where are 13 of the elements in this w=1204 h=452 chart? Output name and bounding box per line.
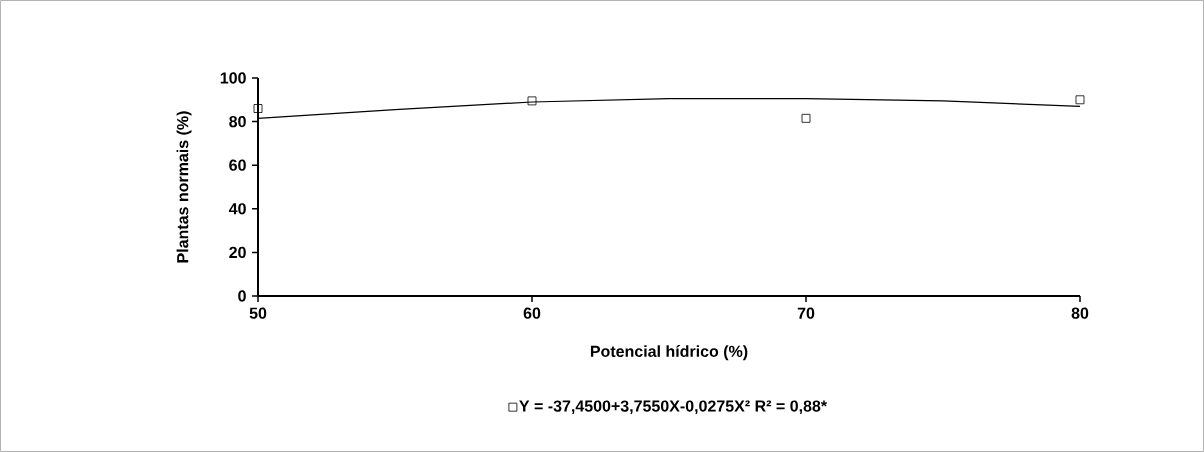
x-axis-title: Potencial hídrico (%): [590, 345, 748, 361]
y-tick-label: 0: [238, 290, 246, 302]
legend-label: Y = -37,4500+3,7550X-0,0275X² R² = 0,88*: [519, 400, 828, 415]
y-tick-label: 40: [228, 203, 246, 215]
x-tick-label: 80: [1071, 307, 1089, 319]
x-tick-label: 60: [523, 307, 541, 319]
y-tick-label: 20: [229, 246, 246, 259]
y-axis-title: Plantas normais (%): [176, 111, 192, 263]
x-tick-label: 50: [249, 307, 267, 319]
y-tick-label: 60: [229, 159, 246, 171]
x-tick-label: 70: [797, 307, 815, 319]
y-tick-label: 100: [220, 72, 246, 84]
y-tick-label: 80: [229, 115, 246, 128]
